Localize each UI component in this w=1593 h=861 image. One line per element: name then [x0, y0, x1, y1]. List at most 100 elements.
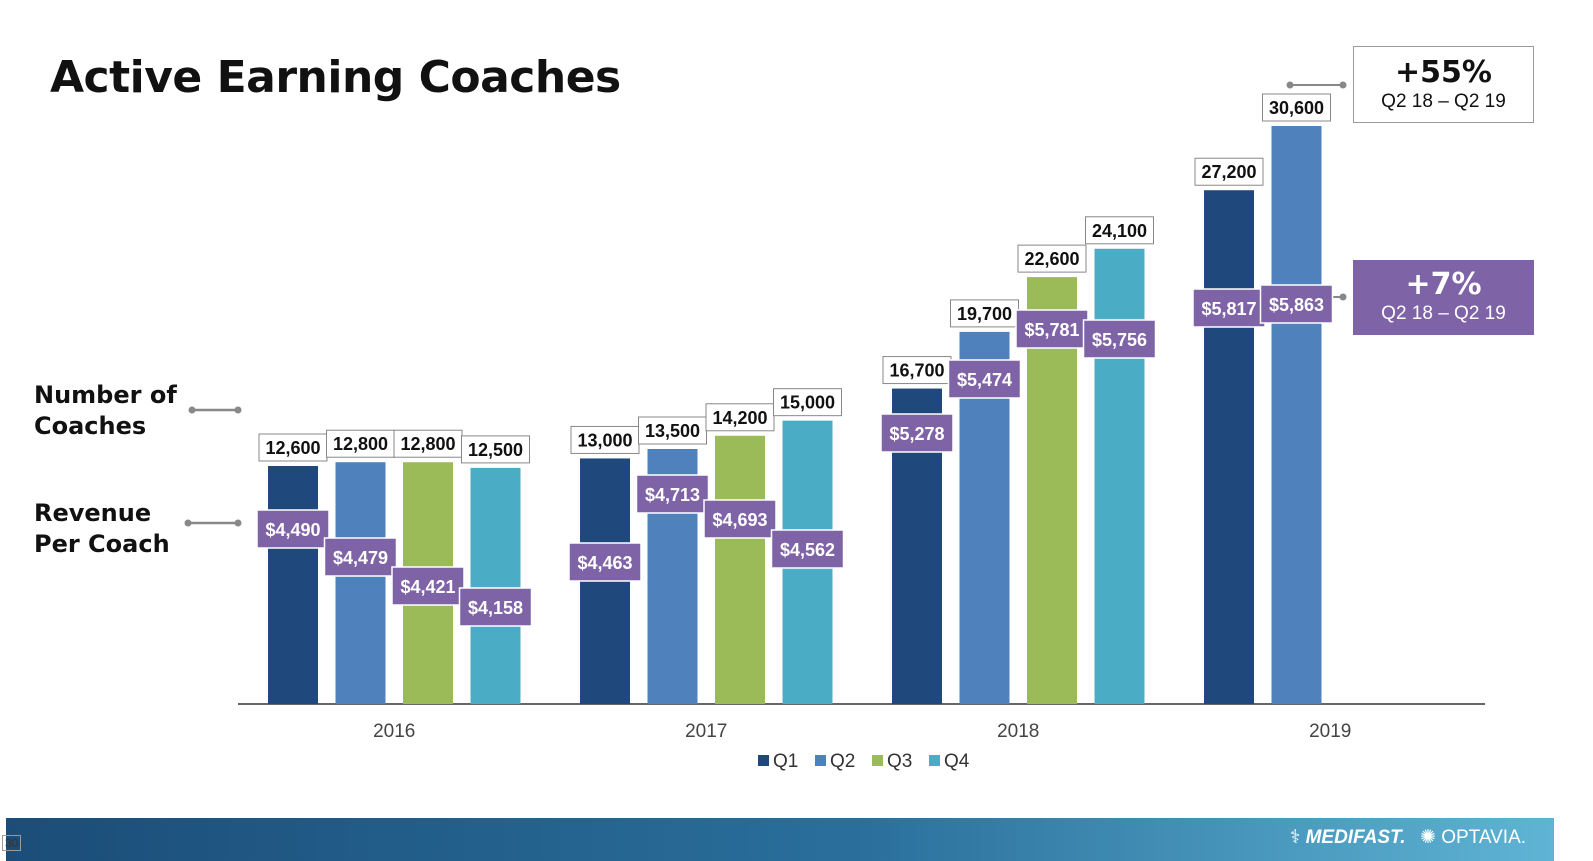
revenue-per-coach-label: $4,463 — [577, 553, 632, 573]
coach-count-box — [1194, 157, 1264, 186]
revenue-per-coach-box — [1259, 284, 1334, 324]
coaches-callout-dot — [1339, 81, 1347, 89]
legend-label-q3: Q3 — [887, 751, 912, 772]
optavia-logo-text: OPTAVIA. — [1441, 827, 1527, 848]
coach-count-box — [326, 429, 395, 458]
coach-count-label: 12,600 — [265, 438, 320, 458]
coach-count-box — [570, 425, 640, 454]
revenue-callout-dot — [1339, 293, 1347, 301]
coaches-connector-dot — [188, 406, 196, 414]
coaches-growth-value: +55% — [1395, 55, 1492, 90]
revenue-per-coach-label: $5,756 — [1092, 330, 1147, 350]
revenue-per-coach-box — [703, 499, 777, 539]
coach-count-label: 30,600 — [1269, 98, 1324, 118]
legend-label-q2: Q2 — [830, 751, 855, 772]
revenue-per-coach-box — [568, 542, 642, 582]
coach-count-box — [773, 388, 842, 417]
coach-count-label: 22,600 — [1024, 249, 1079, 269]
revenue-per-coach-box — [770, 529, 845, 569]
revenue-per-coach-label: $5,474 — [957, 370, 1012, 390]
revenue-label: Revenue Per Coach — [34, 498, 170, 560]
revenue-per-coach-box — [1015, 309, 1089, 349]
revenue-per-coach-label: $4,562 — [780, 540, 835, 560]
revenue-label-line-2: Per Coach — [34, 530, 170, 558]
legend-label-q1: Q1 — [773, 751, 798, 772]
revenue-connector-dot — [184, 519, 192, 527]
x-tick-label: 2017 — [685, 721, 727, 742]
optavia-logo: ✺ OPTAVIA. — [1420, 826, 1526, 849]
revenue-per-coach-box — [1082, 319, 1157, 359]
revenue-growth-callout: +7% Q2 18 – Q2 19 — [1353, 260, 1534, 335]
revenue-growth-value: +7% — [1405, 267, 1482, 302]
revenue-connector-dot — [234, 519, 242, 527]
x-tick-label: 2018 — [997, 721, 1039, 742]
coach-count-label: 12,800 — [333, 434, 388, 454]
coaches-growth-period: Q2 18 – Q2 19 — [1381, 91, 1506, 112]
revenue-per-coach-box — [458, 587, 533, 627]
revenue-per-coach-label: $5,817 — [1201, 299, 1256, 319]
revenue-per-coach-box — [880, 413, 954, 453]
page-title: Active Earning Coaches — [50, 52, 621, 103]
legend-label-q4: Q4 — [944, 751, 970, 772]
coach-count-box — [258, 433, 328, 462]
revenue-per-coach-box — [391, 566, 465, 606]
coach-count-label: 12,500 — [468, 440, 523, 460]
legend-swatch-q2 — [815, 755, 826, 766]
bar-q4-2018 — [1094, 248, 1145, 704]
coaches-callout-dot — [1286, 81, 1294, 89]
coaches-growth-callout: +55% Q2 18 – Q2 19 — [1353, 46, 1534, 123]
bar-q2-2019 — [1271, 126, 1322, 704]
medifast-logo: ⚕ MEDIFAST. — [1290, 826, 1406, 849]
legend-swatch-q3 — [872, 755, 883, 766]
coach-count-label: 13,000 — [577, 430, 632, 450]
revenue-per-coach-label: $4,158 — [468, 598, 523, 618]
medifast-logo-text: MEDIFAST. — [1305, 827, 1406, 848]
revenue-per-coach-label: $4,693 — [712, 510, 767, 530]
coach-count-box — [461, 435, 530, 464]
coach-count-label: 16,700 — [889, 361, 944, 381]
legend-swatch-q4 — [929, 755, 940, 766]
bar-q4-2016 — [470, 467, 521, 704]
coach-count-box — [1262, 93, 1331, 122]
revenue-per-coach-label: $5,781 — [1024, 320, 1079, 340]
legend-swatch-q1 — [758, 755, 769, 766]
coach-count-box — [882, 356, 952, 385]
revenue-per-coach-box — [947, 359, 1022, 399]
revenue-growth-period: Q2 18 – Q2 19 — [1381, 303, 1506, 324]
revenue-per-coach-box — [323, 537, 398, 577]
coaches-label-line-2: Coaches — [34, 412, 147, 440]
coach-count-box — [1085, 216, 1154, 245]
coach-count-label: 15,000 — [780, 393, 835, 413]
coach-count-label: 24,100 — [1092, 221, 1147, 241]
coach-count-label: 14,200 — [712, 408, 767, 428]
coach-count-label: 13,500 — [645, 421, 700, 441]
coach-count-box — [1017, 244, 1087, 273]
coach-count-box — [950, 299, 1019, 328]
x-tick-label: 2016 — [373, 721, 415, 742]
revenue-per-coach-box — [256, 509, 330, 549]
bar-q1-2019 — [1204, 190, 1254, 704]
footer-bar — [6, 818, 1554, 861]
bar-q2-2016 — [335, 462, 386, 704]
revenue-per-coach-label: $5,863 — [1269, 295, 1324, 315]
coaches-connector-dot — [234, 406, 242, 414]
optavia-logo-icon: ✺ — [1420, 827, 1436, 848]
coaches-label: Number of Coaches — [34, 380, 177, 442]
coach-count-label: 19,700 — [957, 304, 1012, 324]
coach-count-box — [705, 403, 775, 432]
coaches-label-line-1: Number of — [34, 381, 177, 409]
page-number: 30 — [2, 835, 22, 851]
coach-count-label: 27,200 — [1201, 162, 1256, 182]
coach-count-box — [393, 429, 463, 458]
revenue-per-coach-box — [635, 474, 710, 514]
revenue-label-line-1: Revenue — [34, 499, 152, 527]
revenue-per-coach-label: $4,479 — [333, 548, 388, 568]
bar-q1-2016 — [268, 466, 318, 704]
revenue-per-coach-label: $5,278 — [889, 424, 944, 444]
x-tick-label: 2019 — [1309, 721, 1351, 742]
coach-count-label: 12,800 — [400, 434, 455, 454]
revenue-per-coach-label: $4,421 — [400, 577, 455, 597]
revenue-per-coach-label: $4,490 — [265, 520, 320, 540]
